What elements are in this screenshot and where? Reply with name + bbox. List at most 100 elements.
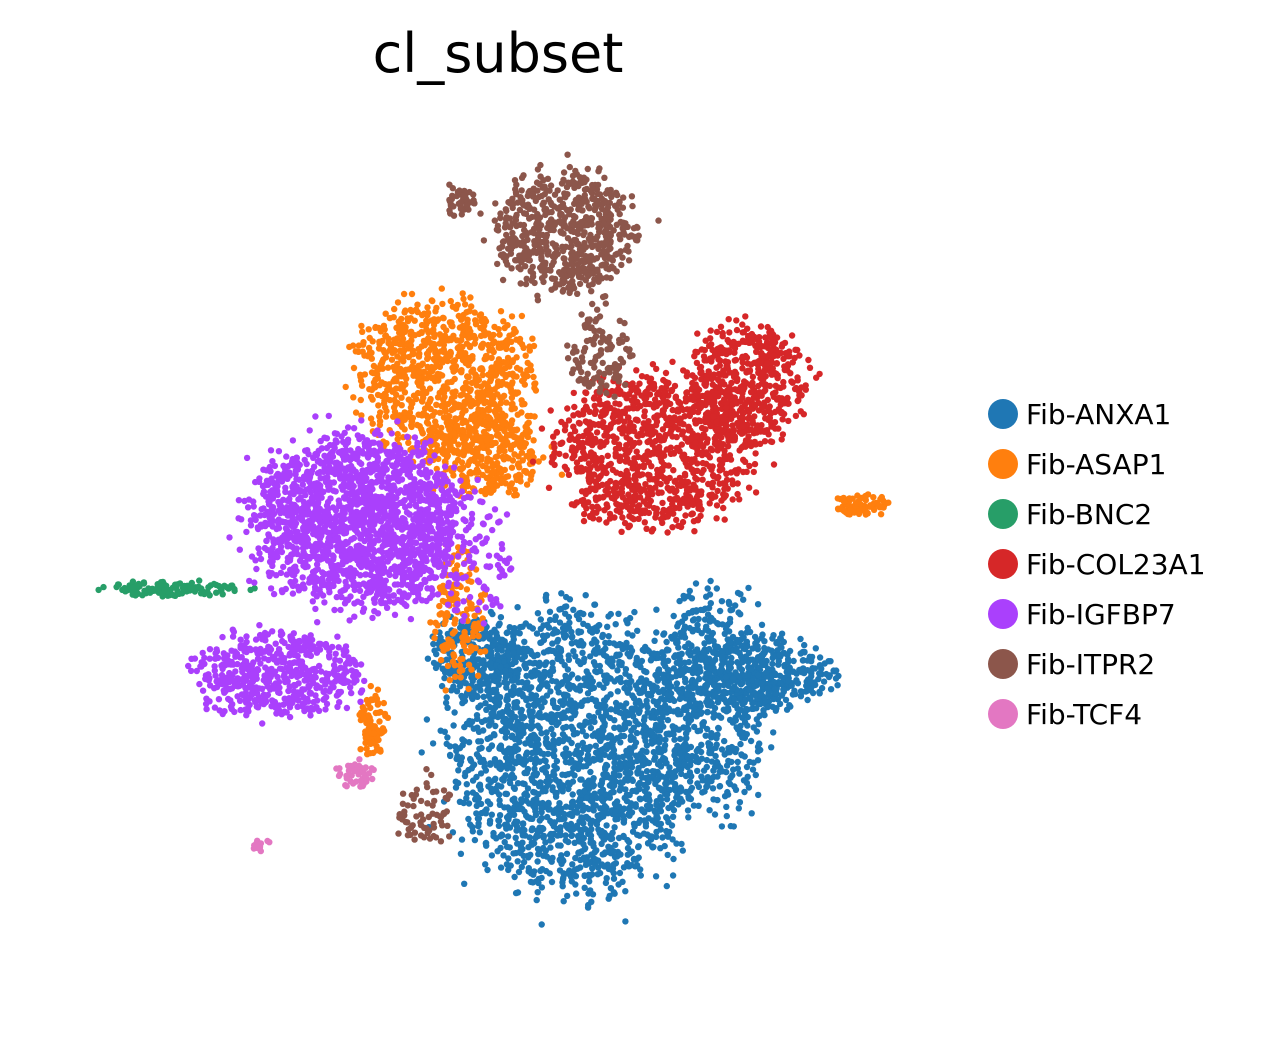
data-point: [511, 795, 518, 802]
data-point: [722, 625, 730, 633]
data-point: [584, 690, 592, 697]
data-point: [534, 858, 541, 865]
data-point: [707, 577, 714, 585]
data-point: [747, 737, 755, 745]
data-point: [488, 441, 496, 449]
data-point: [447, 752, 454, 760]
data-point: [585, 860, 592, 867]
data-point: [132, 592, 139, 599]
data-point: [478, 344, 485, 351]
data-point: [342, 383, 349, 391]
data-point: [825, 658, 832, 665]
data-point: [694, 621, 701, 629]
data-point: [431, 634, 438, 642]
data-point: [622, 666, 630, 673]
data-point: [433, 362, 440, 369]
data-point: [601, 849, 609, 856]
data-point: [429, 740, 437, 747]
data-point: [452, 784, 460, 791]
data-point: [691, 664, 698, 671]
data-point: [476, 829, 483, 836]
data-point: [530, 437, 537, 444]
data-point: [195, 583, 202, 590]
data-point: [537, 616, 544, 623]
data-point: [527, 878, 535, 886]
data-point: [720, 681, 727, 689]
data-point: [446, 743, 454, 750]
data-point: [687, 716, 695, 723]
data-point: [510, 683, 517, 690]
data-point: [764, 685, 771, 692]
data-point: [797, 635, 804, 643]
data-point: [595, 826, 602, 833]
data-point: [511, 451, 518, 458]
data-point: [560, 898, 567, 905]
data-point: [554, 842, 562, 849]
data-point: [587, 832, 595, 839]
data-point: [736, 770, 743, 777]
data-point: [612, 621, 619, 628]
data-point: [662, 736, 669, 743]
data-point: [616, 658, 623, 665]
data-point: [657, 785, 664, 792]
data-point: [528, 741, 535, 748]
data-point: [538, 714, 545, 721]
data-point: [502, 480, 509, 487]
data-point: [491, 672, 498, 679]
data-point: [840, 498, 848, 505]
data-point: [789, 691, 797, 698]
data-point: [534, 610, 542, 617]
data-point: [487, 659, 494, 667]
data-point: [579, 739, 586, 747]
data-point: [710, 649, 717, 656]
data-point: [528, 650, 535, 657]
data-point: [756, 740, 763, 747]
data-point: [526, 347, 533, 354]
data-point: [506, 807, 513, 814]
data-point: [536, 758, 543, 765]
data-point: [502, 473, 510, 481]
data-point: [780, 686, 787, 693]
data-point: [461, 723, 468, 731]
data-point: [501, 427, 508, 435]
data-point: [702, 732, 709, 739]
data-point: [768, 744, 775, 751]
data-point: [600, 813, 607, 820]
data-point: [678, 770, 685, 778]
data-point: [515, 868, 523, 876]
data-point: [656, 704, 663, 711]
data-point: [569, 861, 576, 868]
data-point: [637, 872, 644, 879]
data-point: [755, 720, 762, 728]
data-point: [495, 356, 503, 363]
data-point: [685, 658, 693, 666]
data-point: [496, 710, 503, 717]
data-point: [734, 765, 741, 772]
data-point: [554, 704, 561, 712]
data-point: [528, 717, 535, 725]
data-point: [721, 751, 728, 758]
data-point: [364, 751, 371, 758]
data-point: [661, 842, 668, 850]
data-point: [355, 342, 362, 349]
data-point: [467, 294, 474, 301]
data-point: [494, 848, 501, 855]
data-point: [408, 290, 416, 298]
data-point: [644, 777, 652, 784]
data-point: [877, 511, 885, 518]
data-point: [496, 331, 503, 338]
data-point: [442, 401, 449, 408]
data-point: [502, 719, 509, 727]
data-point: [542, 769, 550, 776]
data-point: [365, 326, 372, 333]
data-point: [790, 657, 797, 665]
data-point: [541, 661, 549, 668]
data-point: [459, 426, 466, 434]
data-point: [581, 884, 588, 891]
data-point: [709, 659, 716, 666]
data-point: [583, 678, 590, 685]
data-point: [596, 869, 604, 877]
data-point: [452, 778, 459, 785]
data-point: [518, 706, 525, 714]
data-point: [418, 749, 425, 756]
